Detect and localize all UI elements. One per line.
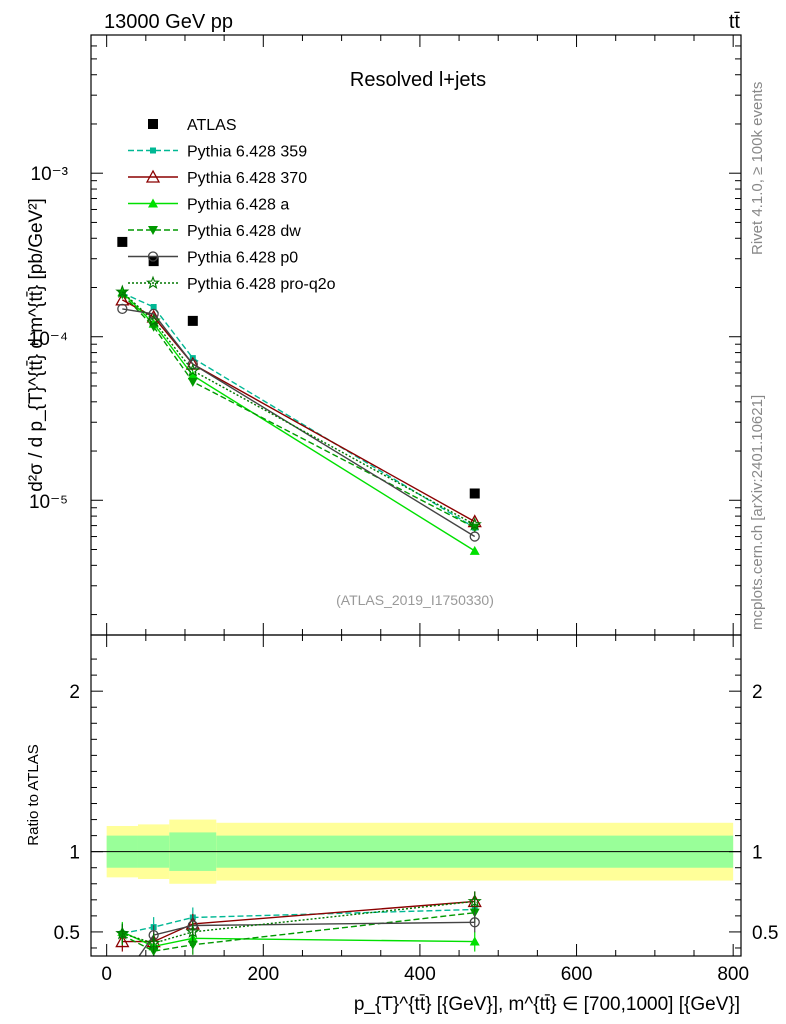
main-point-5-1	[148, 308, 159, 320]
ratio-line-1	[122, 900, 475, 943]
main-line-6	[121, 291, 476, 526]
ratio-y-label: Ratio to ATLAS	[25, 744, 42, 845]
ytick-label-1e-3: 10⁻³	[31, 164, 69, 185]
ratio-point-5-3	[467, 893, 482, 908]
xtick-label-4: 800	[717, 964, 749, 985]
main-point-6-0	[115, 284, 130, 298]
main-point-1-1	[150, 303, 157, 310]
ratio-ytick-label-left-1: 1	[69, 843, 80, 864]
ratio-line-5	[122, 900, 475, 944]
legend-label-4: Pythia 6.428 dw	[187, 223, 301, 240]
ratio-point-4-0	[118, 976, 127, 985]
main-point-3-3	[469, 545, 480, 555]
legend-label-0: ATLAS	[187, 117, 237, 134]
legend-marker-5	[147, 251, 159, 262]
main-line-5	[122, 308, 476, 538]
main-series	[115, 236, 482, 555]
ratio-point-3-2	[187, 940, 198, 950]
ratio-frame	[90, 634, 742, 957]
legend-marker-4	[148, 226, 158, 235]
ratio-series	[115, 891, 482, 985]
main-title: Resolved l+jets	[350, 69, 486, 91]
ratio-ytick-label-right-1: 1	[752, 843, 763, 864]
main-point-5-3	[469, 531, 480, 542]
ratio-line-2	[122, 931, 475, 948]
legend-marker-3	[148, 198, 158, 208]
ratio-point-1-0	[115, 934, 130, 948]
main-line-3	[121, 291, 476, 552]
legend-marker-6	[145, 275, 161, 289]
main-point-0-0	[117, 236, 128, 247]
mcplots-credit: mcplots.cern.ch [arXiv:2401.10621]	[749, 395, 766, 630]
xtick-label-3: 600	[561, 964, 593, 985]
ratio-panel: 0.5 0.5 1 1 2 2 0 200 400 600 800 Ratio to ATLAS p…	[25, 634, 778, 1015]
main-point-5-2	[187, 358, 198, 370]
ratio-ticks: 0.5 0.5 1 1 2 2 0 200 400 600 800	[54, 635, 778, 985]
main-point-6-1	[146, 313, 161, 327]
legend-marker-0	[148, 119, 158, 129]
header-process: tt̄	[729, 11, 741, 33]
legend: ATLAS Pythia 6.428 359 Pythia 6.428 370 Pyt…	[128, 117, 336, 293]
legend-label-5: Pythia 6.428 p0	[187, 250, 298, 267]
rivet-version: Rivet 4.1.0, ≥ 100k events	[749, 82, 766, 255]
ytick-label-1e-5: 10⁻⁵	[29, 492, 68, 513]
main-point-5-0	[117, 303, 128, 315]
ytick-label-1e-4: 10⁻⁴	[29, 329, 68, 350]
main-panel: Resolved l+jets (ATLAS_2019_I1750330) 10…	[26, 34, 742, 636]
ratio-line-4	[138, 921, 475, 956]
main-ticks	[91, 34, 741, 635]
ratio-line-3	[121, 912, 475, 952]
xtick-label-0: 0	[101, 964, 112, 985]
ratio-point-2-3	[469, 936, 480, 946]
ratio-ytick-label-left-0: 0.5	[54, 923, 80, 944]
xtick-label-1: 200	[247, 964, 279, 985]
main-point-3-2	[187, 370, 198, 380]
header-energy: 13000 GeV pp	[104, 11, 233, 33]
legend-label-2: Pythia 6.428 370	[187, 170, 307, 187]
ratio-ytick-label-left-2: 2	[69, 682, 80, 703]
ratio-point-4-3	[469, 917, 480, 928]
main-point-4-2	[187, 377, 198, 387]
main-line-2	[121, 299, 476, 523]
main-point-0-2	[187, 315, 198, 326]
ratio-ytick-label-right-2: 2	[752, 682, 763, 703]
main-line-4	[121, 293, 476, 529]
legend-label-3: Pythia 6.428 a	[187, 197, 289, 214]
legend-label-1: Pythia 6.428 359	[187, 144, 307, 161]
xtick-label-2: 400	[404, 964, 436, 985]
legend-label-6: Pythia 6.428 pro-q2o	[187, 276, 336, 293]
x-axis-label: p_{T}^{tt̄} [{GeV}], m^{tt̄} ∈ [700,1000…	[354, 994, 740, 1015]
ratio-ytick-label-right-0: 0.5	[752, 923, 778, 944]
ratio-point-5-0	[115, 926, 130, 940]
analysis-watermark: (ATLAS_2019_I1750330)	[336, 592, 494, 608]
main-point-6-3	[467, 517, 482, 531]
ratio-point-5-1	[146, 935, 161, 950]
legend-marker-1	[150, 147, 156, 154]
main-y-label: d²σ / d p_{T}^{tt̄} d m^{tt̄} [pb/GeV²]	[26, 198, 47, 492]
ratio-series-group	[115, 891, 482, 985]
main-point-6-2	[185, 363, 200, 377]
ratio-point-5-2	[185, 924, 200, 938]
legend-marker-2	[145, 169, 161, 183]
main-point-0-3	[469, 488, 480, 499]
